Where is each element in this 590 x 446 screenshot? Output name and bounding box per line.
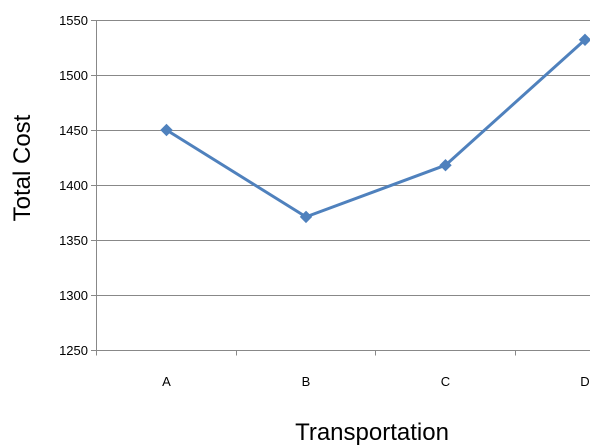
x-tick-label: D [580,374,589,389]
axes [96,20,590,351]
y-tick-label: 1400 [59,178,88,193]
y-tick-label: 1250 [59,343,88,358]
series-total-cost [160,33,590,224]
x-tick-labels: A B C D [96,350,590,389]
x-tick-label: B [302,374,311,389]
y-tick-label: 1450 [59,123,88,138]
y-tick-label: 1300 [59,288,88,303]
y-tick-labels: 1250 1300 1350 1400 1450 1500 1550 [59,13,96,358]
series-line [165,38,587,219]
y-axis-title: Total Cost [9,114,36,221]
x-tick-label: C [441,374,450,389]
x-axis-title: Transportation [295,419,449,446]
y-tick-label: 1350 [59,233,88,248]
gridlines [96,20,590,296]
y-tick-label: 1550 [59,13,88,28]
data-point-marker [439,158,452,172]
x-tick-label: A [162,374,171,389]
data-point-marker [160,123,173,137]
data-point-marker [299,210,313,224]
data-point-marker [578,33,590,47]
y-tick-label: 1500 [59,68,88,83]
